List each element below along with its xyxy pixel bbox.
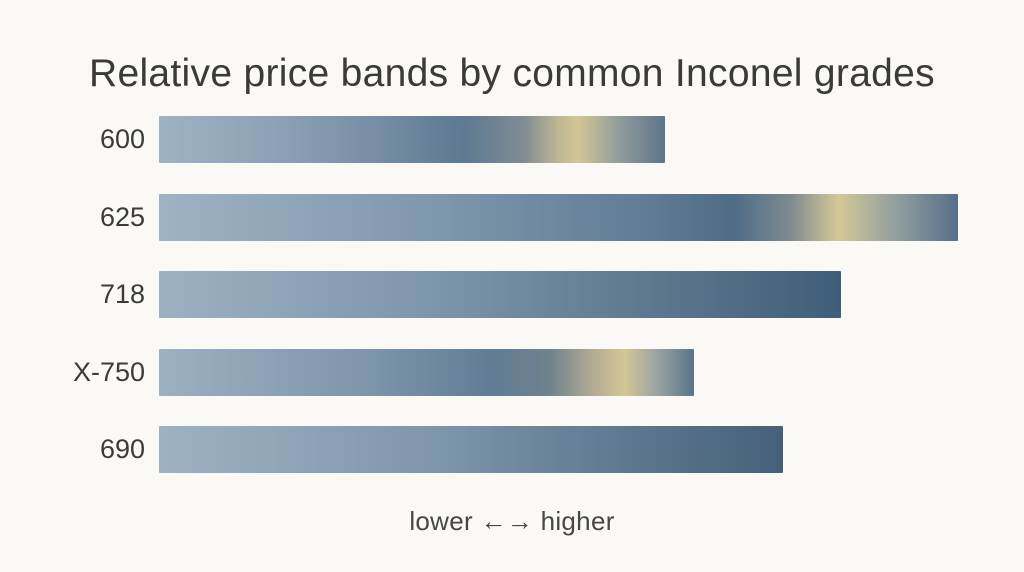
bar-625 bbox=[159, 194, 958, 241]
bar-label-625: 625 bbox=[99, 202, 145, 232]
bar-row-600: 600 bbox=[0, 116, 1024, 163]
bar-label-600: 600 bbox=[99, 124, 145, 154]
bar-row-690: 690 bbox=[0, 426, 1024, 473]
chart-title: Relative price bands by common Inconel g… bbox=[89, 52, 935, 96]
bar-label-690: 690 bbox=[99, 434, 145, 464]
bar-600 bbox=[159, 116, 665, 163]
axis-caption: lower ←→ higher bbox=[409, 506, 615, 536]
bar-label-x750: X-750 bbox=[72, 357, 145, 387]
bar-718 bbox=[159, 271, 841, 318]
bar-label-718: 718 bbox=[99, 279, 145, 309]
bar-row-625: 625 bbox=[0, 194, 1024, 241]
bar-690 bbox=[159, 426, 783, 473]
bar-x750 bbox=[159, 349, 694, 396]
bar-row-x750: X-750 bbox=[0, 349, 1024, 396]
bar-row-718: 718 bbox=[0, 271, 1024, 318]
